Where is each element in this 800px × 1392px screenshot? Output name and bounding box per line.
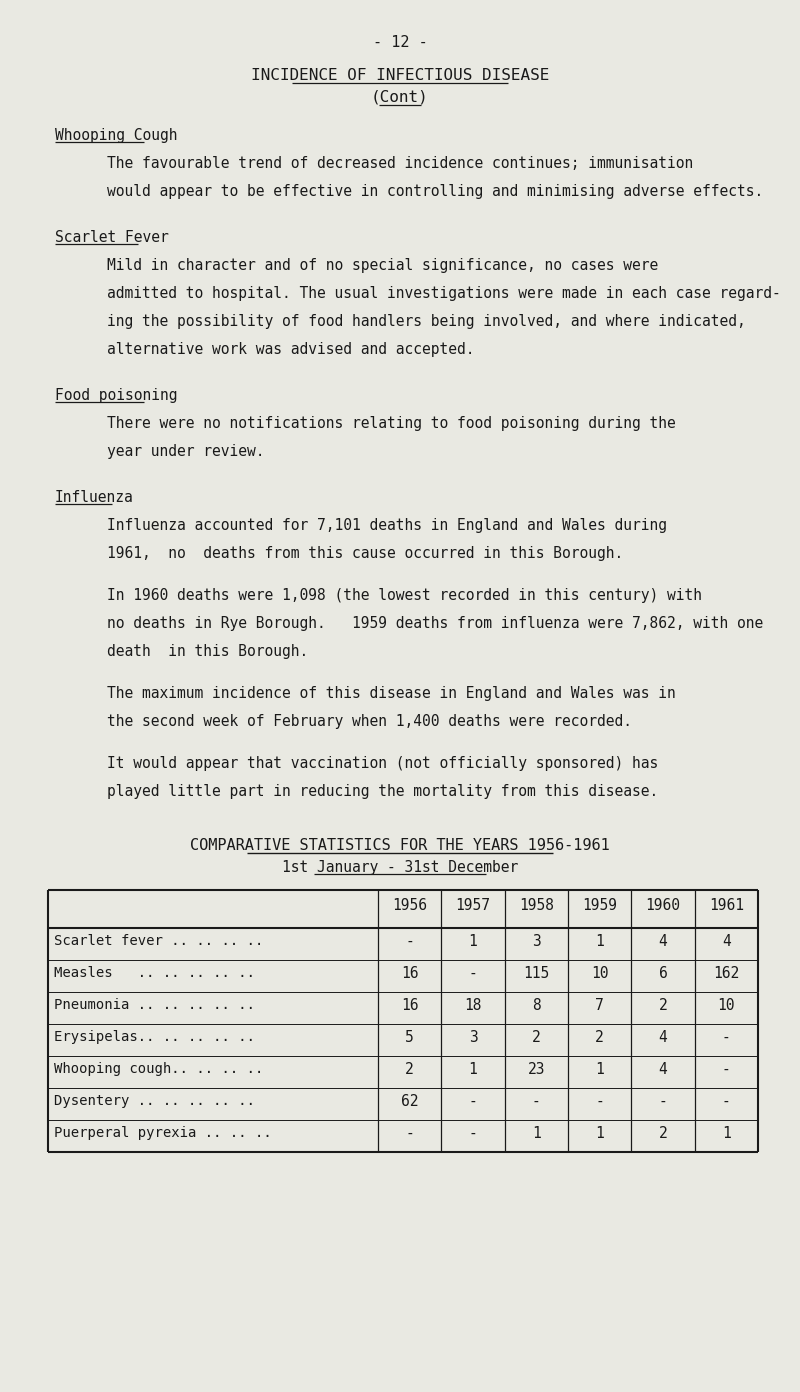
Text: -: - — [406, 934, 414, 949]
Text: 4: 4 — [658, 1030, 667, 1045]
Text: 10: 10 — [718, 998, 735, 1013]
Text: Measles   .. .. .. .. ..: Measles .. .. .. .. .. — [54, 966, 255, 980]
Text: Erysipelas.. .. .. .. ..: Erysipelas.. .. .. .. .. — [54, 1030, 255, 1044]
Text: death  in this Borough.: death in this Borough. — [107, 644, 308, 658]
Text: 1956: 1956 — [392, 898, 427, 913]
Text: 1959: 1959 — [582, 898, 617, 913]
Text: 1: 1 — [595, 1126, 604, 1141]
Text: -: - — [469, 966, 478, 981]
Text: (Cont): (Cont) — [371, 90, 429, 104]
Text: 1957: 1957 — [455, 898, 490, 913]
Text: The favourable trend of decreased incidence continues; immunisation: The favourable trend of decreased incide… — [107, 156, 694, 171]
Text: Puerperal pyrexia .. .. ..: Puerperal pyrexia .. .. .. — [54, 1126, 272, 1140]
Text: 3: 3 — [469, 1030, 478, 1045]
Text: 23: 23 — [527, 1062, 545, 1077]
Text: 16: 16 — [401, 998, 418, 1013]
Text: -: - — [722, 1094, 730, 1109]
Text: -: - — [469, 1126, 478, 1141]
Text: 2: 2 — [658, 998, 667, 1013]
Text: 16: 16 — [401, 966, 418, 981]
Text: 1: 1 — [595, 1062, 604, 1077]
Text: 1st January - 31st December: 1st January - 31st December — [282, 860, 518, 876]
Text: -: - — [469, 1094, 478, 1109]
Text: 2: 2 — [658, 1126, 667, 1141]
Text: COMPARATIVE STATISTICS FOR THE YEARS 1956-1961: COMPARATIVE STATISTICS FOR THE YEARS 195… — [190, 838, 610, 853]
Text: -: - — [658, 1094, 667, 1109]
Text: 3: 3 — [532, 934, 541, 949]
Text: 1: 1 — [595, 934, 604, 949]
Text: 1: 1 — [532, 1126, 541, 1141]
Text: 1: 1 — [722, 1126, 730, 1141]
Text: Whooping cough.. .. .. ..: Whooping cough.. .. .. .. — [54, 1062, 263, 1076]
Text: 2: 2 — [532, 1030, 541, 1045]
Text: 6: 6 — [658, 966, 667, 981]
Text: Food poisoning: Food poisoning — [55, 388, 178, 404]
Text: 1961: 1961 — [709, 898, 744, 913]
Text: Whooping Cough: Whooping Cough — [55, 128, 178, 143]
Text: -: - — [595, 1094, 604, 1109]
Text: There were no notifications relating to food poisoning during the: There were no notifications relating to … — [107, 416, 676, 432]
Text: It would appear that vaccination (not officially sponsored) has: It would appear that vaccination (not of… — [107, 756, 658, 771]
Text: In 1960 deaths were 1,098 (the lowest recorded in this century) with: In 1960 deaths were 1,098 (the lowest re… — [107, 587, 702, 603]
Text: no deaths in Rye Borough.   1959 deaths from influenza were 7,862, with one: no deaths in Rye Borough. 1959 deaths fr… — [107, 617, 763, 631]
Text: would appear to be effective in controlling and minimising adverse effects.: would appear to be effective in controll… — [107, 184, 763, 199]
Text: 5: 5 — [406, 1030, 414, 1045]
Text: Scarlet Fever: Scarlet Fever — [55, 230, 169, 245]
Text: ing the possibility of food handlers being involved, and where indicated,: ing the possibility of food handlers bei… — [107, 315, 746, 329]
Text: 115: 115 — [523, 966, 550, 981]
Text: 2: 2 — [406, 1062, 414, 1077]
Text: the second week of February when 1,400 deaths were recorded.: the second week of February when 1,400 d… — [107, 714, 632, 729]
Text: 4: 4 — [658, 1062, 667, 1077]
Text: 1958: 1958 — [519, 898, 554, 913]
Text: 10: 10 — [591, 966, 609, 981]
Text: Influenza accounted for 7,101 deaths in England and Wales during: Influenza accounted for 7,101 deaths in … — [107, 518, 667, 533]
Text: 1960: 1960 — [646, 898, 681, 913]
Text: 1961,  no  deaths from this cause occurred in this Borough.: 1961, no deaths from this cause occurred… — [107, 546, 623, 561]
Text: -: - — [722, 1062, 730, 1077]
Text: 7: 7 — [595, 998, 604, 1013]
Text: Scarlet fever .. .. .. ..: Scarlet fever .. .. .. .. — [54, 934, 263, 948]
Text: The maximum incidence of this disease in England and Wales was in: The maximum incidence of this disease in… — [107, 686, 676, 702]
Text: admitted to hospital. The usual investigations were made in each case regard-: admitted to hospital. The usual investig… — [107, 285, 781, 301]
Text: 4: 4 — [658, 934, 667, 949]
Text: 18: 18 — [464, 998, 482, 1013]
Text: 1: 1 — [469, 934, 478, 949]
Text: -: - — [722, 1030, 730, 1045]
Text: Dysentery .. .. .. .. ..: Dysentery .. .. .. .. .. — [54, 1094, 255, 1108]
Text: 4: 4 — [722, 934, 730, 949]
Text: alternative work was advised and accepted.: alternative work was advised and accepte… — [107, 342, 474, 356]
Text: 2: 2 — [595, 1030, 604, 1045]
Text: Pneumonia .. .. .. .. ..: Pneumonia .. .. .. .. .. — [54, 998, 255, 1012]
Text: 1: 1 — [469, 1062, 478, 1077]
Text: -: - — [532, 1094, 541, 1109]
Text: INCIDENCE OF INFECTIOUS DISEASE: INCIDENCE OF INFECTIOUS DISEASE — [251, 68, 549, 84]
Text: - 12 -: - 12 - — [373, 35, 427, 50]
Text: Influenza: Influenza — [55, 490, 134, 505]
Text: 8: 8 — [532, 998, 541, 1013]
Text: played little part in reducing the mortality from this disease.: played little part in reducing the morta… — [107, 784, 658, 799]
Text: 162: 162 — [714, 966, 739, 981]
Text: 62: 62 — [401, 1094, 418, 1109]
Text: -: - — [406, 1126, 414, 1141]
Text: year under review.: year under review. — [107, 444, 265, 459]
Text: Mild in character and of no special significance, no cases were: Mild in character and of no special sign… — [107, 258, 658, 273]
